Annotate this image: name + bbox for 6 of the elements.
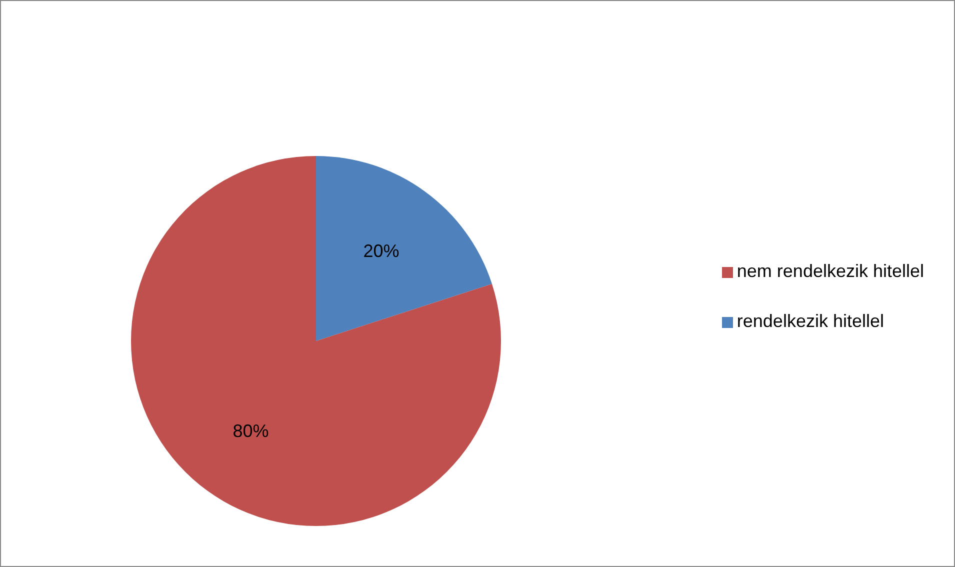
pie-slice xyxy=(316,156,492,341)
data-label: 80% xyxy=(232,420,269,441)
legend-label: rendelkezik hitellel xyxy=(736,311,884,331)
legend-label: nem rendelkezik hitellel xyxy=(736,261,924,281)
pie-slice xyxy=(131,156,501,526)
data-label: 20% xyxy=(363,241,400,262)
